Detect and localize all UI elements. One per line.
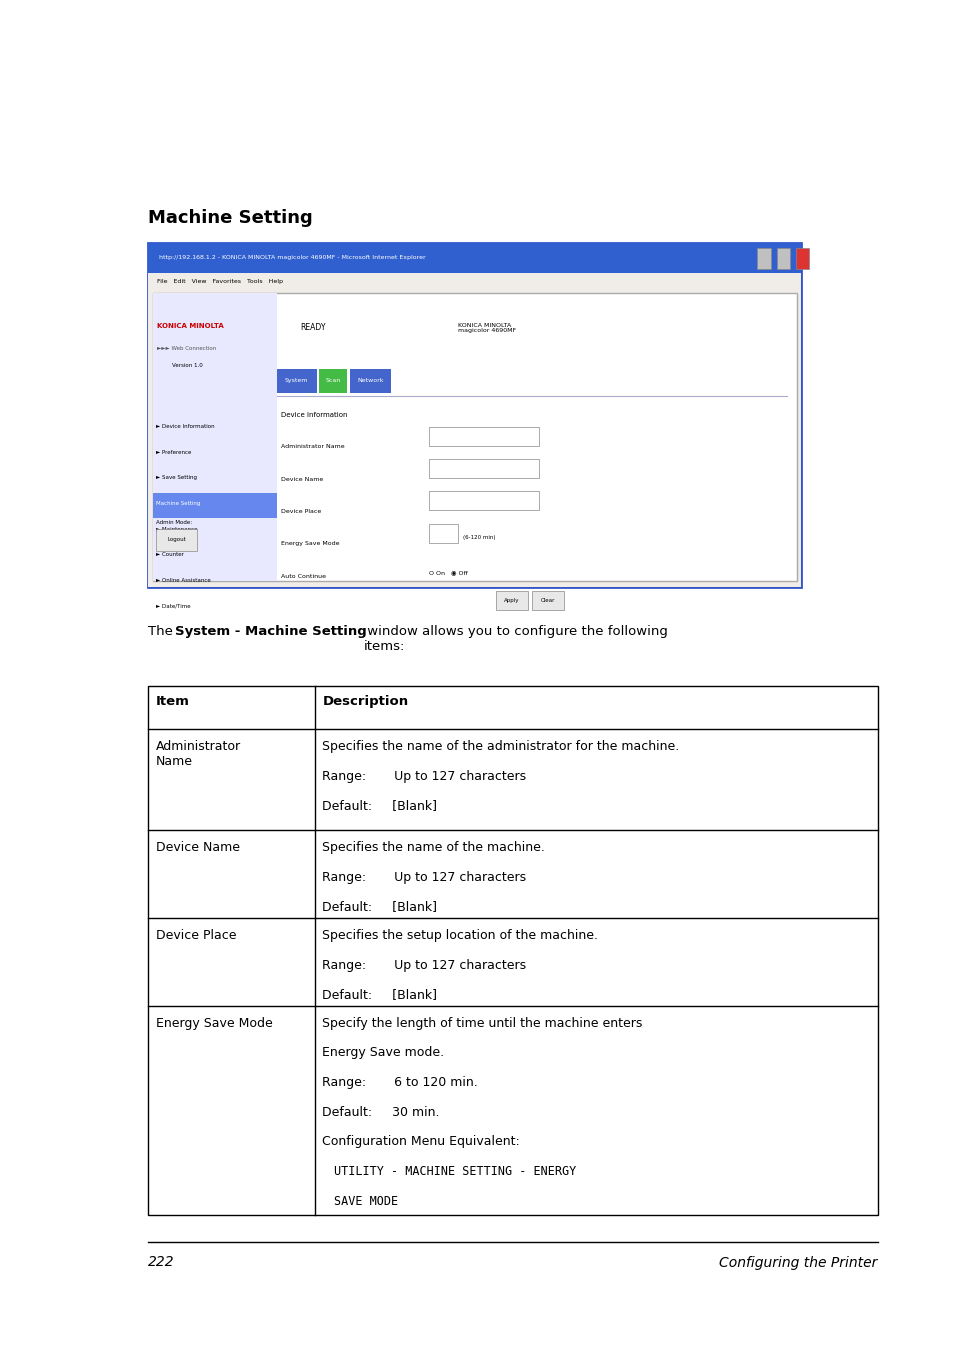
Text: System: System	[285, 378, 308, 383]
Text: Description: Description	[322, 695, 408, 709]
Text: ► Date/Time: ► Date/Time	[156, 603, 191, 609]
Text: Default:     [Blank]: Default: [Blank]	[322, 900, 437, 914]
Text: Range:       6 to 120 min.: Range: 6 to 120 min.	[322, 1076, 477, 1089]
Bar	[776, 248, 789, 269]
Text: Auto Continue: Auto Continue	[281, 574, 326, 579]
Bar	[152, 293, 796, 580]
Text: window allows you to configure the following
items:: window allows you to configure the follo…	[363, 625, 668, 653]
Text: Default:     [Blank]: Default: [Blank]	[322, 988, 437, 1002]
Text: KONICA MINOLTA
magicolor 4690MF: KONICA MINOLTA magicolor 4690MF	[457, 323, 516, 333]
Text: The: The	[148, 625, 177, 639]
Text: ► Preference: ► Preference	[156, 450, 192, 455]
Text: Network: Network	[356, 378, 383, 383]
Text: ►►► Web Connection: ►►► Web Connection	[157, 346, 216, 351]
Text: Item: Item	[155, 695, 190, 709]
Text: ► Save Setting: ► Save Setting	[156, 475, 197, 481]
Text: Clear: Clear	[540, 598, 555, 603]
Text: Range:       Up to 127 characters: Range: Up to 127 characters	[322, 871, 526, 884]
Text: Specify the length of time until the machine enters: Specify the length of time until the mac…	[322, 1017, 642, 1030]
Text: Machine Setting: Machine Setting	[156, 501, 201, 506]
Bar	[757, 248, 770, 269]
Text: System - Machine Setting: System - Machine Setting	[174, 625, 366, 639]
Bar	[148, 273, 801, 290]
Text: UTILITY - MACHINE SETTING - ENERGY: UTILITY - MACHINE SETTING - ENERGY	[334, 1165, 576, 1179]
Text: Energy Save Mode: Energy Save Mode	[155, 1017, 272, 1030]
Text: ► Online Assistance: ► Online Assistance	[156, 578, 211, 583]
Text: ► Maintenance: ► Maintenance	[156, 526, 198, 532]
Bar	[148, 243, 801, 273]
Text: Range:       Up to 127 characters: Range: Up to 127 characters	[322, 958, 526, 972]
Text: ► Counter: ► Counter	[156, 552, 184, 558]
Text: 222: 222	[148, 1256, 174, 1269]
Text: Specifies the setup location of the machine.: Specifies the setup location of the mach…	[322, 929, 598, 942]
Text: Device Place: Device Place	[155, 929, 235, 942]
Text: ► Device Information: ► Device Information	[156, 424, 214, 429]
Text: (6-120 min): (6-120 min)	[462, 535, 495, 540]
Bar	[429, 427, 538, 446]
Text: READY: READY	[300, 323, 326, 332]
Text: Machine Setting: Machine Setting	[148, 209, 313, 227]
Text: http://192.168.1.2 - KONICA MINOLTA magicolor 4690MF - Microsoft Internet Explor: http://192.168.1.2 - KONICA MINOLTA magi…	[159, 255, 425, 261]
Bar	[152, 493, 276, 518]
Text: KONICA MINOLTA: KONICA MINOLTA	[157, 323, 224, 328]
Bar	[429, 459, 538, 478]
Text: Scan: Scan	[325, 378, 340, 383]
Bar	[318, 369, 347, 393]
Text: Default:     [Blank]: Default: [Blank]	[322, 799, 437, 813]
Text: Version 1.0: Version 1.0	[172, 363, 202, 369]
Text: Apply: Apply	[503, 598, 519, 603]
Text: O On   ◉ Off: O On ◉ Off	[429, 570, 468, 575]
Text: Range:       Up to 127 characters: Range: Up to 127 characters	[322, 769, 526, 783]
Bar	[532, 591, 563, 610]
Text: Administrator Name: Administrator Name	[281, 444, 345, 450]
Text: Specifies the name of the machine.: Specifies the name of the machine.	[322, 841, 545, 855]
Bar	[350, 369, 391, 393]
Text: File   Edit   View   Favorites   Tools   Help: File Edit View Favorites Tools Help	[157, 279, 283, 284]
Text: SAVE MODE: SAVE MODE	[334, 1195, 397, 1208]
Bar	[148, 243, 801, 587]
Text: Device Name: Device Name	[155, 841, 239, 855]
Text: Energy Save mode.: Energy Save mode.	[322, 1046, 444, 1060]
Text: Configuration Menu Equivalent:: Configuration Menu Equivalent:	[322, 1135, 519, 1149]
Bar	[148, 290, 801, 587]
Text: Device Place: Device Place	[281, 509, 321, 514]
Bar	[276, 369, 316, 393]
Bar	[148, 686, 877, 1215]
Text: Logout: Logout	[167, 537, 186, 543]
Text: Administrator
Name: Administrator Name	[155, 740, 240, 768]
Bar	[496, 591, 527, 610]
Text: Energy Save Mode: Energy Save Mode	[281, 541, 339, 547]
Bar	[152, 293, 276, 580]
Text: Configuring the Printer: Configuring the Printer	[719, 1256, 877, 1269]
Bar	[795, 248, 808, 269]
Text: Default:     30 min.: Default: 30 min.	[322, 1106, 439, 1119]
Text: Device Name: Device Name	[281, 477, 323, 482]
Text: Admin Mode:: Admin Mode:	[156, 520, 193, 525]
Text: Specifies the name of the administrator for the machine.: Specifies the name of the administrator …	[322, 740, 679, 753]
Bar	[429, 524, 457, 543]
Bar	[156, 529, 196, 551]
Text: Device Information: Device Information	[281, 412, 348, 417]
Bar	[429, 491, 538, 510]
